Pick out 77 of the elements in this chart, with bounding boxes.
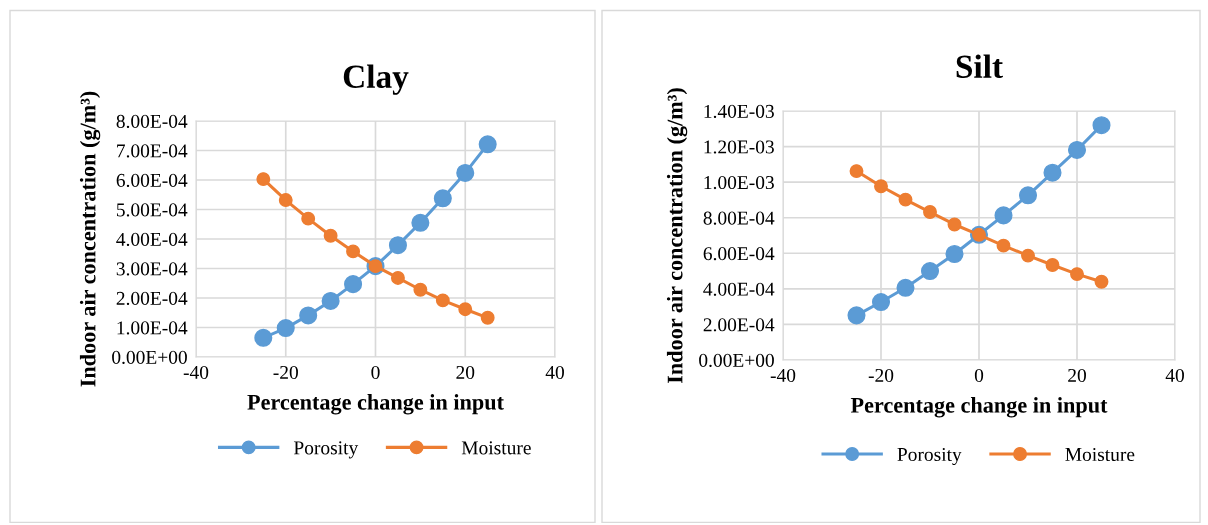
y-axis-title: Indoor air concentration (g/m³) [666,88,688,384]
point [945,244,964,264]
x-tick-label: 20 [1068,368,1086,383]
y-tick-label: 1.20E-03 [704,140,774,154]
point [435,293,450,308]
legend-label: Porosity [293,441,359,459]
point [321,291,340,310]
point [299,306,318,325]
point [847,306,866,325]
x-tick-label: 20 [456,365,475,380]
point [947,217,962,232]
point [1021,248,1035,263]
y-tick-label: 2.00E-04 [116,291,188,306]
point [1094,274,1109,289]
y-tick-label: 0.00E+00 [699,353,774,368]
x-tick-label: -40 [183,365,209,380]
y-tick-label: 4.00E-04 [703,282,775,296]
point [480,310,495,325]
point [923,205,937,219]
point [898,192,913,207]
point [323,228,338,243]
x-tick-label: 40 [545,365,564,380]
point [388,236,407,255]
x-tick-label: -20 [868,368,894,383]
point [920,262,940,281]
y-tick-label: 6.00E-04 [116,173,188,188]
point [278,193,293,208]
point [433,189,452,208]
x-tick-label: -20 [273,365,298,380]
point [276,319,295,338]
point [1045,258,1060,272]
y-tick-label: 8.00E-04 [116,114,188,129]
legend-label: Porosity [897,447,962,466]
chart-title: Clay [343,64,409,95]
point [996,238,1011,253]
point [871,292,891,312]
point [301,211,316,226]
y-tick-label: 3.00E-04 [116,262,188,276]
point [256,172,271,187]
point [390,270,405,285]
point [478,135,497,154]
point [1070,267,1084,282]
y-tick-label: 1.00E-03 [704,175,774,190]
y-tick-label: 8.00E-04 [703,211,775,225]
point [874,179,888,194]
y-tick-label: 5.00E-04 [116,203,188,217]
point [413,282,428,297]
point [1092,116,1111,135]
y-tick-label: 0.00E+00 [112,350,187,365]
point [1043,163,1062,182]
point [254,328,273,347]
legend-label: Moisture [461,441,531,455]
y-tick-label: 1.00E-04 [117,321,188,335]
y-axis-title: Indoor air concentration (g/m³) [79,91,101,387]
x-tick-label: 0 [974,368,984,383]
x-tick-label: 40 [1165,368,1184,383]
point [346,244,361,259]
point [994,206,1013,225]
point [1018,186,1038,205]
point [896,278,915,297]
y-tick-label: 6.00E-04 [703,247,775,261]
legend-label: Moisture [1065,447,1135,462]
point [1067,140,1087,159]
x-tick-label: 0 [371,365,380,380]
x-axis-title: Percentage change in input [247,394,504,415]
point [849,164,864,179]
y-tick-label: 1.40E-03 [704,104,774,119]
x-tick-label: -40 [770,368,796,383]
y-tick-label: 7.00E-04 [117,144,188,158]
point [411,213,430,232]
x-axis-title: Percentage change in input [850,397,1108,418]
y-tick-label: 4.00E-04 [116,232,188,247]
chart-title: Silt [956,54,1003,78]
point [458,302,473,317]
y-tick-label: 2.00E-04 [703,318,775,332]
point [456,163,475,182]
point [344,275,363,294]
